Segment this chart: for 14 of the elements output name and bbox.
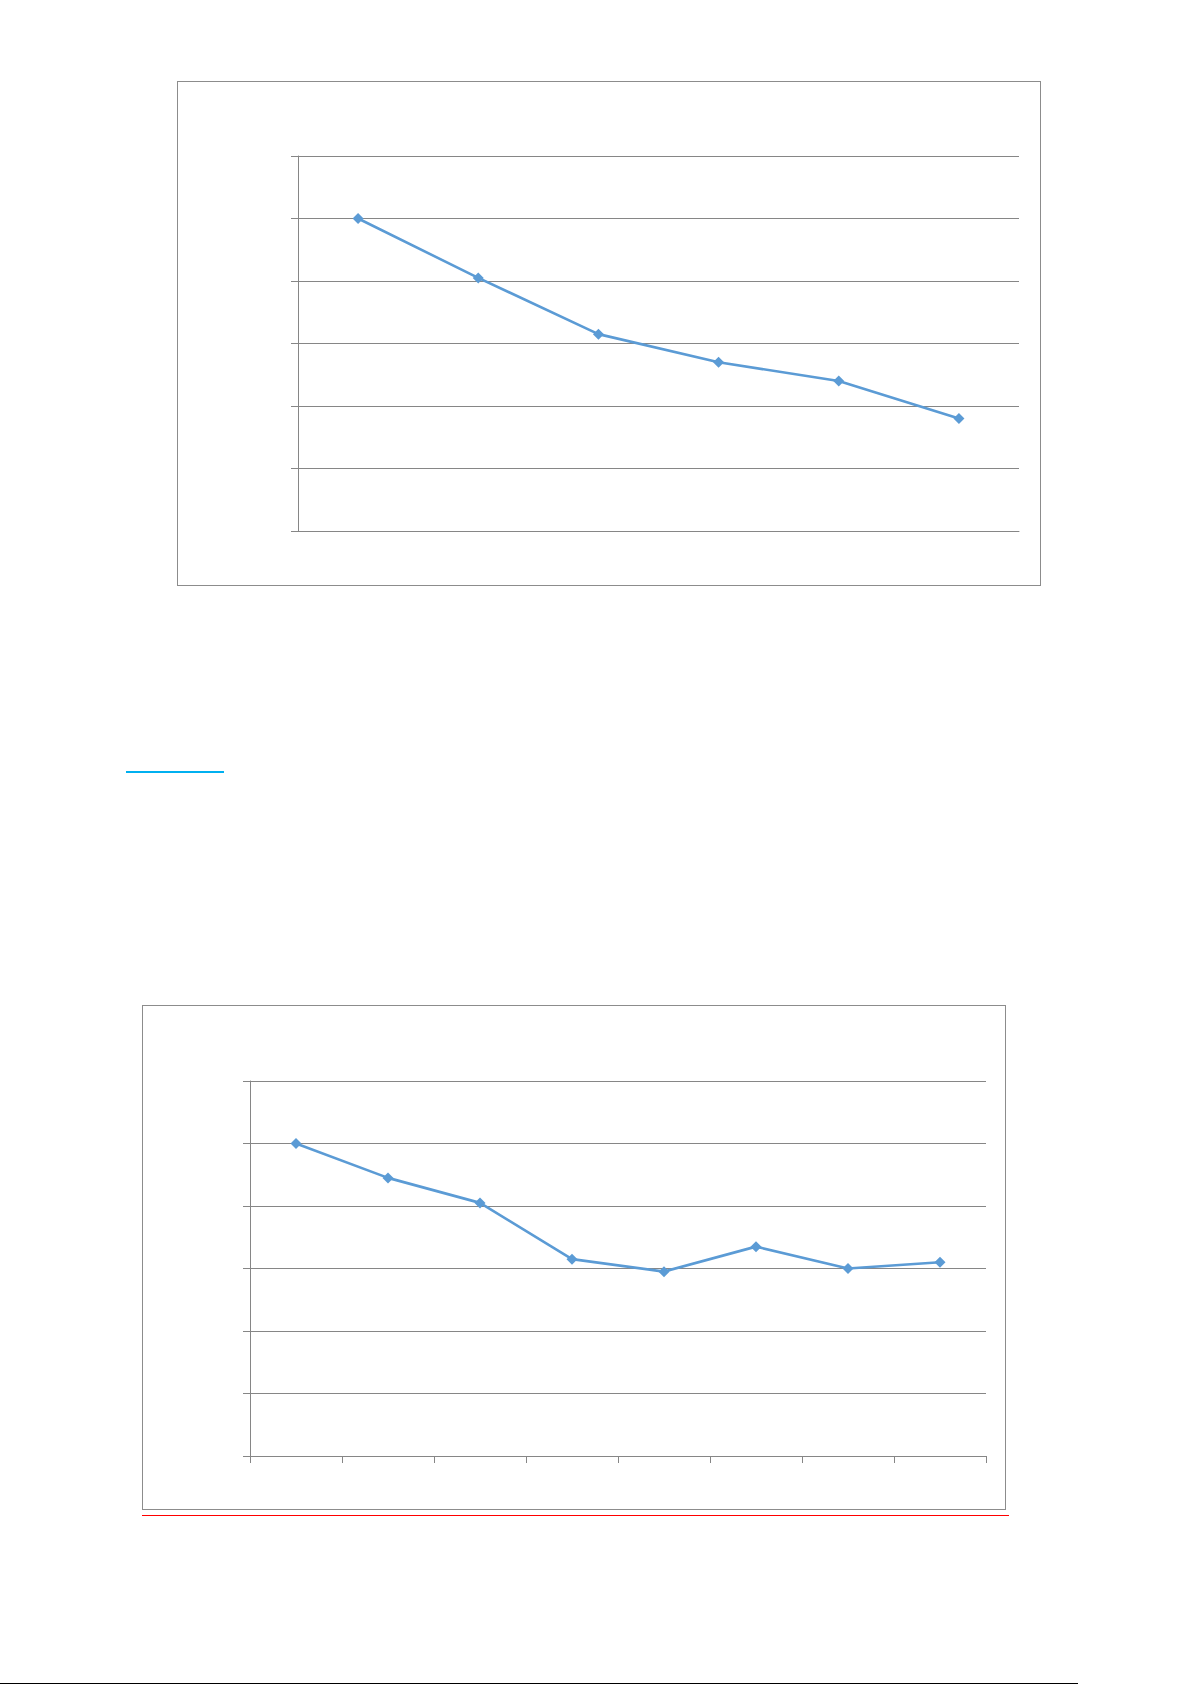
point bbox=[382, 1172, 394, 1184]
point bbox=[750, 1241, 762, 1253]
point bbox=[842, 1263, 854, 1274]
point bbox=[474, 1197, 486, 1209]
point bbox=[566, 1253, 578, 1265]
point bbox=[592, 328, 604, 340]
point bbox=[934, 1256, 946, 1268]
point bbox=[953, 413, 965, 424]
point bbox=[833, 375, 845, 387]
point bbox=[352, 213, 364, 224]
point bbox=[290, 1138, 302, 1149]
point bbox=[658, 1266, 670, 1278]
point bbox=[472, 272, 484, 284]
point bbox=[713, 356, 725, 368]
